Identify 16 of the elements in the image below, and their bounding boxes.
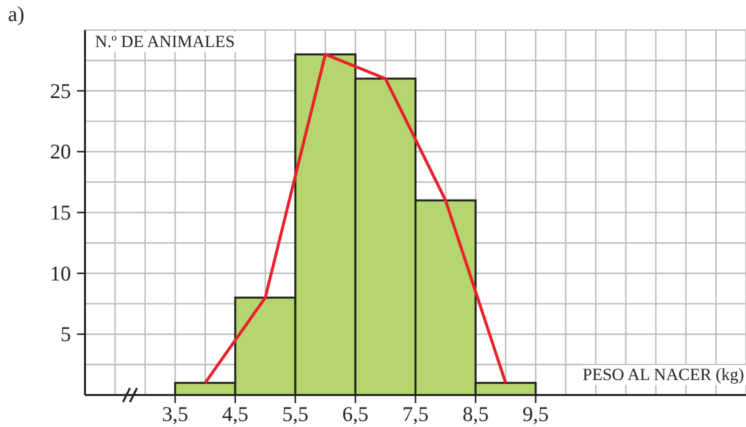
y-tick-label: 10: [50, 261, 71, 286]
line-series: [204, 52, 508, 384]
x-tick-label: 8,5: [462, 402, 489, 426]
x-tick-label: 9,5: [522, 402, 549, 426]
y-axis-title: N.º DE ANIMALES: [93, 32, 237, 52]
x-axis-title: PESO AL NACER (kg): [580, 365, 746, 385]
x-tick-label: 3,5: [162, 402, 188, 426]
text: a): [8, 2, 24, 27]
x-tick-label: 5,5: [282, 402, 308, 426]
x-tick-label: 7,5: [402, 402, 429, 426]
y-tick-label: 5: [60, 322, 71, 346]
y-tick-label: 20: [50, 140, 71, 164]
x-tick-label: 6,5: [342, 402, 369, 426]
x-tick-label: 4,5: [222, 402, 248, 426]
y-tick-label: 15: [50, 200, 71, 224]
y-tick-label: 25: [50, 78, 71, 103]
